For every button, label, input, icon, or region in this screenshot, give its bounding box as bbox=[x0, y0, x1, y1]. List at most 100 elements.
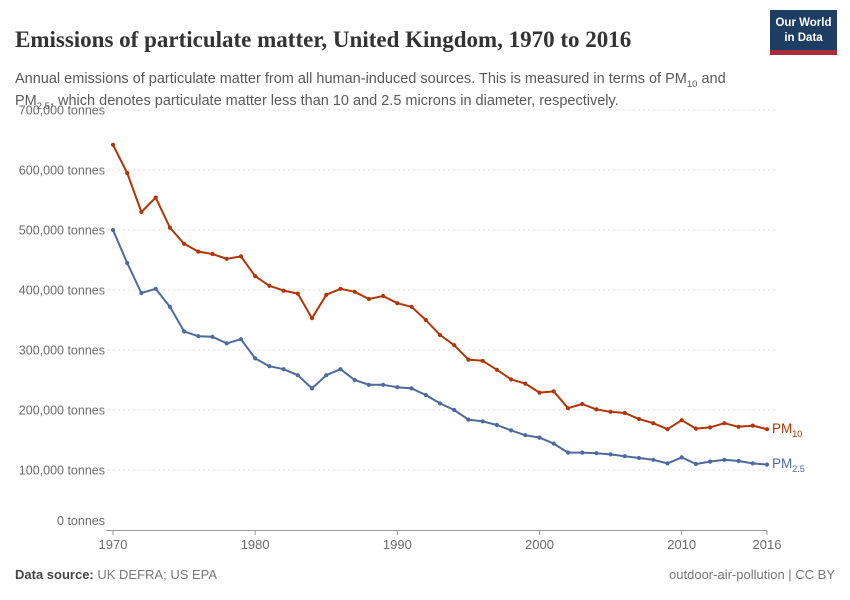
data-point-pm10-2000[interactable] bbox=[537, 390, 542, 395]
data-point-pm25-2009[interactable] bbox=[665, 461, 670, 466]
data-point-pm10-1980[interactable] bbox=[253, 274, 258, 279]
data-point-pm25-1988[interactable] bbox=[366, 382, 371, 387]
data-point-pm10-2015[interactable] bbox=[750, 423, 755, 428]
data-point-pm25-1987[interactable] bbox=[352, 377, 357, 383]
data-point-pm10-1970[interactable] bbox=[110, 142, 116, 147]
data-point-pm10-1983[interactable] bbox=[295, 291, 300, 296]
data-point-pm10-1991[interactable] bbox=[409, 304, 414, 309]
x-axis-label: 2016 bbox=[753, 537, 782, 552]
data-point-pm10-1982[interactable] bbox=[281, 288, 286, 293]
data-point-pm10-1981[interactable] bbox=[267, 283, 272, 288]
data-point-pm10-1995[interactable] bbox=[466, 357, 471, 362]
series-label-pm10[interactable]: PM10 bbox=[772, 421, 802, 439]
data-point-pm10-1978[interactable] bbox=[224, 256, 229, 261]
data-point-pm10-1993[interactable] bbox=[437, 332, 443, 338]
data-point-pm25-1991[interactable] bbox=[409, 386, 414, 391]
data-point-pm25-1995[interactable] bbox=[466, 417, 471, 422]
data-point-pm10-2007[interactable] bbox=[636, 416, 642, 422]
data-point-pm10-1990[interactable] bbox=[395, 301, 400, 306]
data-point-pm25-1992[interactable] bbox=[423, 392, 428, 398]
owid-logo[interactable]: Our World in Data bbox=[770, 10, 837, 55]
data-point-pm25-2016[interactable] bbox=[764, 462, 770, 467]
data-point-pm10-2012[interactable] bbox=[708, 425, 713, 430]
data-point-pm25-1986[interactable] bbox=[338, 367, 343, 372]
data-point-pm25-2006[interactable] bbox=[622, 454, 627, 459]
data-point-pm10-2013[interactable] bbox=[722, 421, 727, 426]
data-point-pm25-1973[interactable] bbox=[153, 286, 158, 291]
attribution-note[interactable]: outdoor-air-pollution | CC BY bbox=[669, 567, 835, 582]
data-point-pm10-2001[interactable] bbox=[551, 389, 556, 394]
data-point-pm25-1989[interactable] bbox=[381, 382, 386, 387]
data-point-pm25-1979[interactable] bbox=[238, 337, 244, 342]
data-point-pm25-2007[interactable] bbox=[636, 455, 642, 461]
data-point-pm25-1993[interactable] bbox=[437, 401, 443, 406]
data-point-pm10-1989[interactable] bbox=[381, 293, 386, 299]
data-point-pm25-1997[interactable] bbox=[494, 422, 499, 428]
data-point-pm10-1971[interactable] bbox=[125, 170, 130, 176]
data-point-pm10-1986[interactable] bbox=[338, 286, 343, 291]
data-point-pm10-2004[interactable] bbox=[594, 407, 599, 412]
data-point-pm25-2010[interactable] bbox=[679, 455, 684, 460]
data-point-pm25-2014[interactable] bbox=[736, 458, 741, 464]
data-point-pm25-1985[interactable] bbox=[324, 373, 329, 378]
data-point-pm25-1974[interactable] bbox=[167, 304, 172, 309]
data-point-pm25-2012[interactable] bbox=[708, 459, 713, 464]
data-point-pm10-1994[interactable] bbox=[452, 343, 457, 348]
data-point-pm10-1996[interactable] bbox=[480, 358, 485, 363]
data-point-pm25-2011[interactable] bbox=[693, 461, 699, 467]
data-point-pm10-2011[interactable] bbox=[693, 426, 699, 431]
data-point-pm10-2008[interactable] bbox=[651, 421, 656, 426]
data-point-pm25-1984[interactable] bbox=[309, 386, 315, 391]
data-point-pm25-2004[interactable] bbox=[594, 451, 599, 456]
data-point-pm25-1981[interactable] bbox=[267, 364, 272, 369]
data-point-pm10-1997[interactable] bbox=[494, 367, 499, 372]
data-point-pm25-1972[interactable] bbox=[139, 290, 144, 296]
data-point-pm10-2006[interactable] bbox=[622, 410, 627, 416]
data-point-pm25-1975[interactable] bbox=[182, 329, 187, 334]
data-point-pm10-1987[interactable] bbox=[352, 289, 357, 294]
data-point-pm10-2010[interactable] bbox=[679, 418, 684, 423]
data-point-pm25-1976[interactable] bbox=[196, 334, 201, 339]
data-point-pm25-2001[interactable] bbox=[551, 441, 556, 446]
data-point-pm25-2013[interactable] bbox=[722, 457, 727, 462]
data-point-pm10-1972[interactable] bbox=[139, 209, 144, 215]
data-point-pm10-1974[interactable] bbox=[167, 225, 172, 230]
data-point-pm25-2000[interactable] bbox=[537, 435, 542, 440]
data-point-pm25-1990[interactable] bbox=[395, 385, 400, 390]
data-point-pm10-1998[interactable] bbox=[509, 377, 514, 382]
data-point-pm10-2014[interactable] bbox=[736, 424, 741, 429]
data-point-pm25-2005[interactable] bbox=[608, 452, 613, 457]
data-point-pm25-1994[interactable] bbox=[452, 407, 457, 413]
data-point-pm10-1988[interactable] bbox=[366, 296, 371, 302]
data-point-pm25-1999[interactable] bbox=[523, 433, 528, 438]
data-point-pm10-2016[interactable] bbox=[764, 427, 770, 432]
data-point-pm10-2002[interactable] bbox=[565, 406, 571, 411]
data-point-pm25-2002[interactable] bbox=[565, 450, 571, 455]
data-point-pm25-1996[interactable] bbox=[480, 419, 485, 424]
data-point-pm10-1979[interactable] bbox=[238, 254, 244, 259]
data-point-pm25-1980[interactable] bbox=[253, 356, 258, 361]
data-point-pm25-1998[interactable] bbox=[509, 428, 514, 433]
data-point-pm25-1983[interactable] bbox=[295, 373, 300, 378]
data-point-pm10-1999[interactable] bbox=[523, 381, 528, 386]
data-point-pm10-1977[interactable] bbox=[210, 251, 215, 257]
data-point-pm25-1971[interactable] bbox=[125, 260, 130, 266]
data-point-pm10-2009[interactable] bbox=[665, 427, 670, 432]
data-point-pm25-2008[interactable] bbox=[651, 457, 656, 462]
data-point-pm10-2003[interactable] bbox=[580, 401, 585, 407]
data-point-pm10-1976[interactable] bbox=[196, 249, 201, 254]
data-point-pm25-2015[interactable] bbox=[750, 461, 755, 466]
data-point-pm10-1975[interactable] bbox=[182, 241, 187, 246]
data-point-pm25-1982[interactable] bbox=[281, 367, 286, 372]
data-point-pm25-1978[interactable] bbox=[224, 341, 229, 346]
data-point-pm10-2005[interactable] bbox=[608, 409, 613, 414]
data-point-pm10-1973[interactable] bbox=[153, 195, 158, 200]
series-label-pm25[interactable]: PM2.5 bbox=[772, 456, 805, 474]
data-point-pm25-1970[interactable] bbox=[110, 227, 116, 233]
data-point-pm10-1984[interactable] bbox=[309, 316, 315, 321]
data-point-pm25-2003[interactable] bbox=[580, 450, 585, 455]
data-point-pm10-1992[interactable] bbox=[423, 317, 428, 323]
data-point-pm10-1985[interactable] bbox=[324, 292, 329, 297]
data-point-pm25-1977[interactable] bbox=[210, 334, 215, 339]
